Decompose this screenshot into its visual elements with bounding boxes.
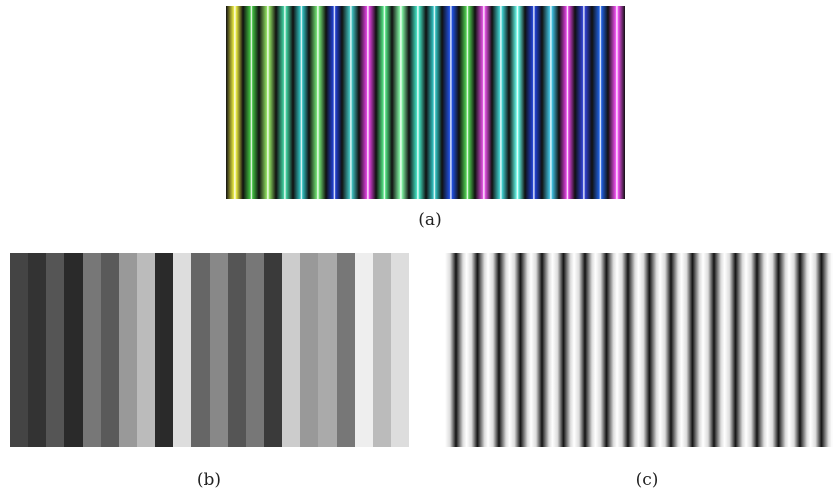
- stripe: [46, 253, 64, 447]
- stripe: [309, 6, 326, 199]
- stripe: [391, 253, 409, 447]
- stripe: [442, 6, 459, 199]
- stripe: [359, 6, 376, 199]
- stripe: [318, 253, 336, 447]
- stripe: [559, 6, 576, 199]
- stripe: [276, 6, 293, 199]
- stripe: [173, 253, 191, 447]
- stripe: [137, 253, 155, 447]
- stripe: [475, 6, 492, 199]
- stripe: [608, 6, 625, 199]
- stripe: [392, 6, 409, 199]
- stripe: [509, 6, 526, 199]
- stripe: [155, 253, 173, 447]
- stripe: [226, 6, 243, 199]
- stripe: [64, 253, 82, 447]
- stripe: [264, 253, 282, 447]
- stripe: [337, 253, 355, 447]
- stripe: [246, 253, 264, 447]
- stripe: [376, 6, 393, 199]
- stripe: [228, 253, 246, 447]
- stripe: [282, 253, 300, 447]
- stripe: [300, 253, 318, 447]
- stripe: [342, 6, 359, 199]
- stripe: [326, 6, 343, 199]
- gray-code-image: [10, 253, 409, 447]
- figure: (a) (b) (c) (() => { const data = JSON.p…: [0, 0, 833, 495]
- panel-label: (c): [636, 470, 659, 490]
- stripe: [409, 6, 426, 199]
- stripe: [525, 6, 542, 199]
- stripe: [28, 253, 46, 447]
- stripe: [243, 6, 260, 199]
- stripe: [459, 6, 476, 199]
- color-fringe-image: [226, 6, 625, 199]
- stripe: [191, 253, 209, 447]
- stripe: [10, 253, 28, 447]
- stripe: [592, 6, 609, 199]
- stripe: [492, 6, 509, 199]
- stripe: [259, 6, 276, 199]
- stripe: [373, 253, 391, 447]
- stripe: [575, 6, 592, 199]
- sinusoidal-fringe-image: [445, 253, 833, 447]
- panel-label: (b): [197, 470, 221, 490]
- stripe: [426, 6, 443, 199]
- stripe: [355, 253, 373, 447]
- stripe: [542, 6, 559, 199]
- stripe: [83, 253, 101, 447]
- stripe: [101, 253, 119, 447]
- stripe: [210, 253, 228, 447]
- panel-label: (a): [418, 210, 441, 230]
- stripe: [119, 253, 137, 447]
- stripe: [293, 6, 310, 199]
